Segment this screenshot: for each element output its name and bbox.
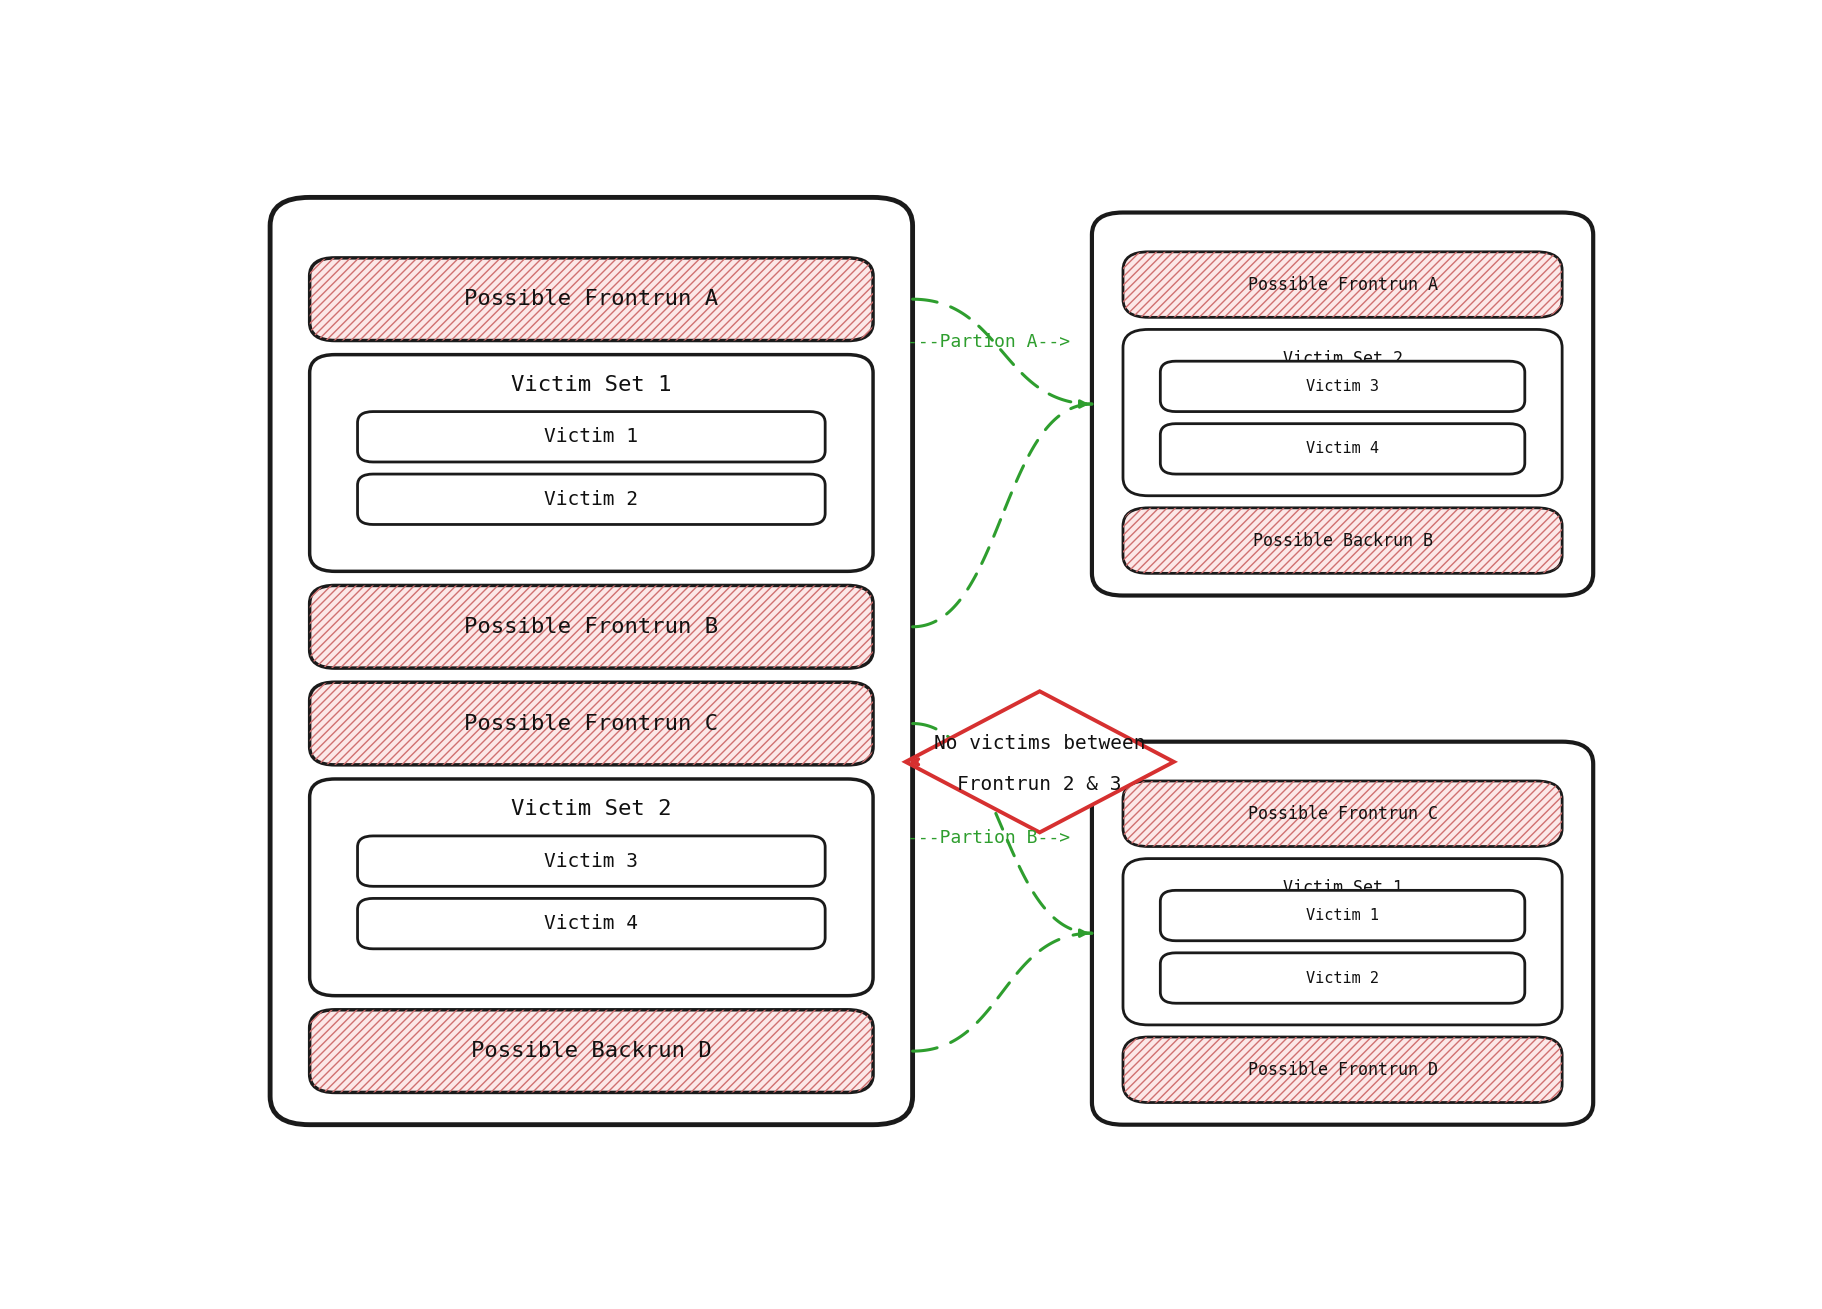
Text: Victim 2: Victim 2 [1306, 970, 1379, 986]
FancyBboxPatch shape [310, 682, 873, 764]
Text: Victim Set 1: Victim Set 1 [512, 374, 672, 395]
FancyBboxPatch shape [1122, 1037, 1561, 1102]
Text: Victim Set 2: Victim Set 2 [512, 798, 672, 819]
FancyBboxPatch shape [310, 779, 873, 996]
Text: Victim 1: Victim 1 [545, 427, 638, 446]
FancyBboxPatch shape [1161, 890, 1525, 941]
Text: Victim Set 1: Victim Set 1 [1283, 878, 1403, 897]
FancyBboxPatch shape [1122, 330, 1561, 496]
Text: Possible Frontrun A: Possible Frontrun A [1248, 276, 1438, 293]
FancyBboxPatch shape [357, 898, 825, 949]
FancyBboxPatch shape [310, 355, 873, 571]
Text: Possible Backrun B: Possible Backrun B [1252, 531, 1432, 550]
FancyBboxPatch shape [1161, 953, 1525, 1003]
Text: Possible Frontrun A: Possible Frontrun A [465, 289, 718, 309]
Text: Victim 2: Victim 2 [545, 490, 638, 509]
Text: ---Partion A-->: ---Partion A--> [907, 332, 1070, 351]
FancyBboxPatch shape [310, 258, 873, 340]
Text: Victim 4: Victim 4 [1306, 441, 1379, 457]
Text: Possible Frontrun C: Possible Frontrun C [465, 713, 718, 733]
FancyBboxPatch shape [1091, 742, 1592, 1124]
Text: Possible Frontrun C: Possible Frontrun C [1248, 805, 1438, 823]
Text: Possible Frontrun D: Possible Frontrun D [1248, 1060, 1438, 1079]
Text: Victim 1: Victim 1 [1306, 908, 1379, 923]
Text: Victim 4: Victim 4 [545, 914, 638, 933]
FancyBboxPatch shape [1122, 781, 1561, 847]
FancyBboxPatch shape [357, 411, 825, 462]
Text: Possible Backrun D: Possible Backrun D [470, 1041, 712, 1062]
FancyBboxPatch shape [357, 474, 825, 525]
FancyBboxPatch shape [310, 1009, 873, 1093]
Text: Possible Frontrun B: Possible Frontrun B [465, 617, 718, 636]
FancyBboxPatch shape [1122, 251, 1561, 317]
FancyBboxPatch shape [270, 198, 913, 1124]
FancyBboxPatch shape [1161, 424, 1525, 474]
Text: Victim 3: Victim 3 [1306, 378, 1379, 394]
Text: Victim 3: Victim 3 [545, 852, 638, 870]
FancyBboxPatch shape [1122, 859, 1561, 1025]
FancyBboxPatch shape [1122, 508, 1561, 573]
Text: Victim Set 2: Victim Set 2 [1283, 350, 1403, 368]
Polygon shape [906, 691, 1173, 833]
Text: Frontrun 2 & 3: Frontrun 2 & 3 [957, 775, 1122, 793]
FancyBboxPatch shape [357, 836, 825, 886]
Text: No victims between: No victims between [935, 734, 1146, 753]
FancyBboxPatch shape [310, 585, 873, 668]
Text: ---Partion B-->: ---Partion B--> [907, 830, 1070, 847]
FancyBboxPatch shape [1091, 212, 1592, 596]
FancyBboxPatch shape [1161, 361, 1525, 411]
